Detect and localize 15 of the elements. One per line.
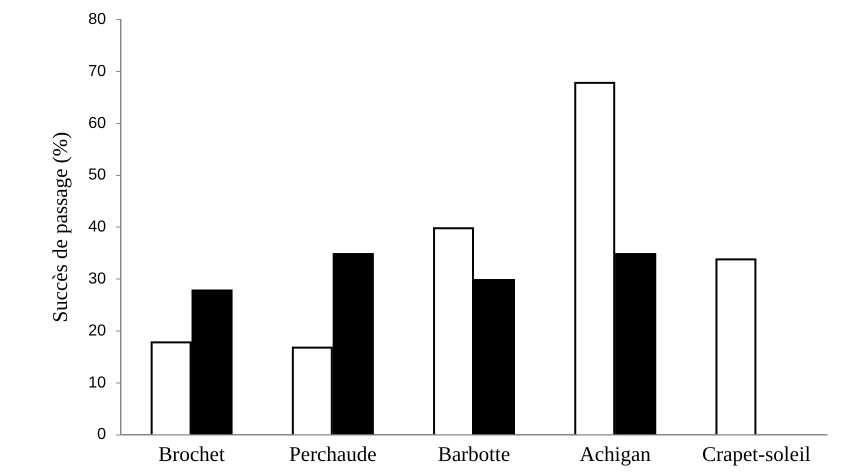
y-tick-label: 80	[88, 11, 106, 28]
x-tick-label: Brochet	[158, 442, 225, 466]
y-tick-label: 70	[88, 62, 106, 80]
y-axis-title: Succès de passage (%)	[48, 132, 72, 323]
x-tick-label: Perchaude	[289, 442, 377, 466]
x-tick-label: Crapet-soleil	[702, 442, 811, 466]
y-tick-label: 20	[88, 322, 106, 340]
x-tick-label: Barbotte	[438, 442, 510, 466]
y-tick-label: 40	[88, 218, 106, 236]
y-tick-label: 60	[88, 114, 106, 132]
y-tick-label: 50	[88, 166, 106, 184]
y-tick-label: 10	[88, 374, 106, 392]
y-tick-label: 30	[88, 270, 106, 288]
x-tick-label: Achigan	[580, 442, 652, 466]
y-tick-label: 0	[97, 426, 106, 444]
